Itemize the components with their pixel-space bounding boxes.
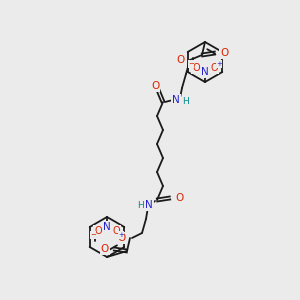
- Text: O: O: [101, 244, 109, 254]
- Text: −: −: [188, 61, 194, 67]
- Text: O: O: [220, 48, 228, 58]
- Text: O: O: [210, 63, 218, 73]
- Text: O: O: [118, 233, 126, 243]
- Text: O: O: [175, 193, 183, 203]
- Text: N: N: [103, 222, 111, 232]
- Text: −: −: [90, 232, 96, 238]
- Text: +: +: [216, 61, 222, 67]
- Text: N: N: [145, 200, 153, 210]
- Text: +: +: [118, 232, 124, 238]
- Text: O: O: [112, 226, 120, 236]
- Text: O: O: [177, 55, 185, 65]
- Text: O: O: [151, 81, 159, 91]
- Text: O: O: [94, 226, 102, 236]
- Text: H: H: [182, 98, 189, 106]
- Text: N: N: [172, 95, 180, 105]
- Text: O: O: [192, 63, 200, 73]
- Text: H: H: [137, 200, 144, 209]
- Text: N: N: [201, 67, 209, 77]
